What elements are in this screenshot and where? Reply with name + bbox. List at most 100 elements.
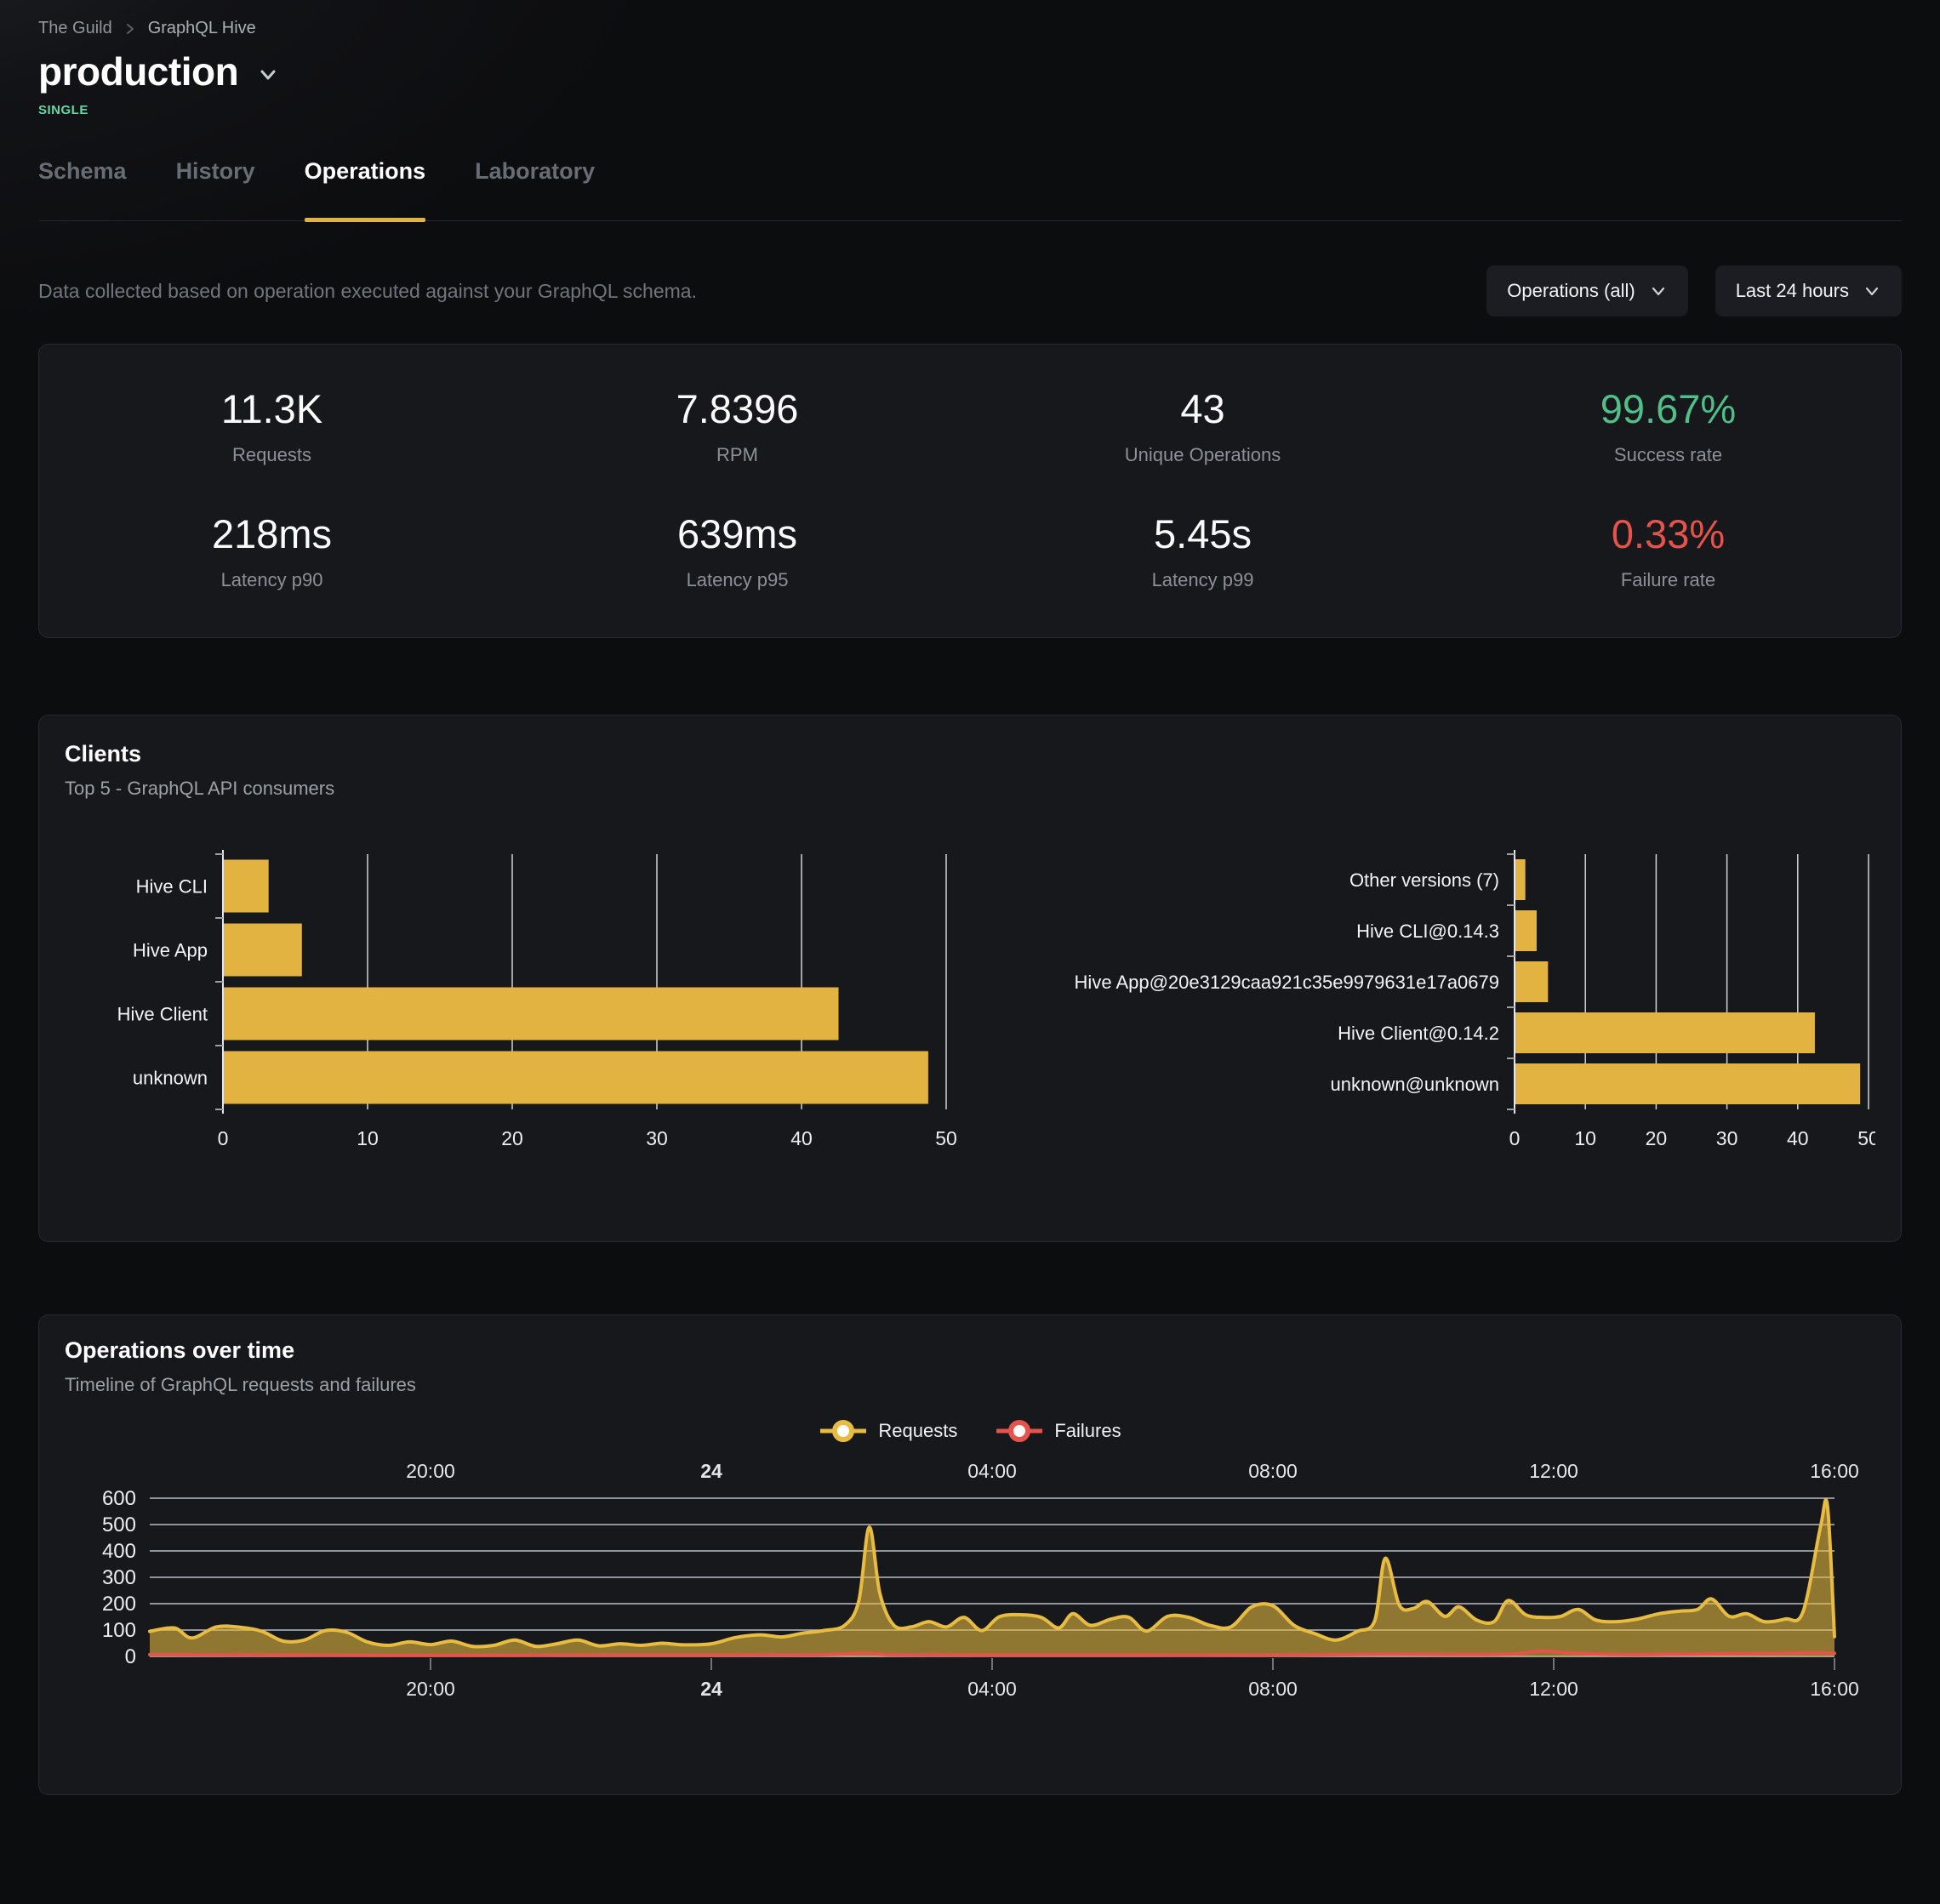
legend-label-requests: Requests	[878, 1420, 958, 1441]
stat-requests: 11.3K Requests	[39, 385, 505, 466]
failures-series-marker-icon	[996, 1420, 1043, 1442]
legend-label-failures: Failures	[1054, 1420, 1121, 1441]
x-tick-label-top: 12:00	[1529, 1460, 1578, 1482]
x-tick-label-bottom: 08:00	[1248, 1678, 1298, 1700]
breadcrumb-project[interactable]: GraphQL Hive	[147, 19, 256, 37]
stat-failure-rate: 0.33% Failure rate	[1435, 510, 1901, 591]
stat-requests-label: Requests	[232, 444, 311, 465]
x-tick-label-top: 24	[700, 1460, 722, 1482]
x-tick-label: 20	[1646, 1127, 1668, 1149]
chevron-right-icon	[124, 21, 136, 37]
legend-item-requests[interactable]: Requests	[819, 1418, 957, 1444]
page-title: production	[38, 49, 239, 94]
timeline-legend: Requests Failures	[65, 1418, 1875, 1444]
breadcrumb-organization[interactable]: The Guild	[38, 19, 112, 37]
bar	[1515, 859, 1526, 900]
bar	[1515, 1063, 1861, 1104]
failures-line	[148, 1649, 1836, 1657]
stat-unique-operations-value: 43	[1180, 386, 1225, 431]
target-tabs: Schema History Operations Laboratory	[38, 158, 1902, 222]
clients-panel-subtitle: Top 5 - GraphQL API consumers	[65, 778, 335, 799]
stat-rpm-value: 7.8396	[676, 386, 799, 431]
clients-panel: Clients Top 5 - GraphQL API consumers Hi…	[38, 715, 1902, 1242]
y-tick-label: 0	[125, 1645, 136, 1668]
stat-rpm-label: RPM	[716, 444, 758, 465]
tab-schema[interactable]: Schema	[38, 158, 127, 184]
category-label: Hive CLI	[136, 876, 208, 898]
stat-latency-p90-value: 218ms	[211, 511, 333, 556]
bar	[224, 1051, 928, 1104]
stat-latency-p90-label: Latency p90	[220, 569, 323, 590]
operations-over-time-area-chart: 0 100 200 300 400 500 600 20:00 20:00 24 24 04:00 04…	[102, 1460, 1859, 1700]
y-tick-label: 400	[102, 1540, 136, 1563]
y-tick-label: 600	[102, 1487, 136, 1510]
requests-area	[150, 1499, 1834, 1656]
target-selector-chevron-down-icon[interactable]	[257, 57, 279, 86]
page-header: The Guild GraphQL Hive production SINGLE…	[38, 0, 1902, 222]
stat-failure-rate-label: Failure rate	[1620, 569, 1716, 590]
bar	[224, 859, 269, 913]
x-tick-label: 20	[501, 1127, 523, 1149]
x-tick-label: 50	[935, 1127, 957, 1149]
legend-item-failures[interactable]: Failures	[995, 1418, 1121, 1444]
stat-latency-p99: 5.45s Latency p99	[970, 510, 1435, 591]
x-tick-label: 50	[1857, 1127, 1875, 1149]
filter-row: Data collected based on operation execut…	[38, 265, 1902, 316]
y-tick-label: 100	[102, 1619, 136, 1642]
stat-success-rate-label: Success rate	[1613, 444, 1723, 465]
breadcrumb: The Guild GraphQL Hive	[38, 0, 1902, 38]
tab-history[interactable]: History	[175, 158, 255, 184]
x-tick-label-top: 04:00	[967, 1460, 1017, 1482]
chevron-down-icon	[1865, 287, 1879, 296]
stat-failure-rate-value: 0.33%	[1611, 511, 1726, 556]
tab-laboratory[interactable]: Laboratory	[475, 158, 596, 184]
x-tick-label: 10	[357, 1127, 379, 1149]
stats-overview-panel: 11.3K Requests 7.8396 RPM 43 Unique Oper…	[38, 344, 1902, 638]
tab-operations[interactable]: Operations	[304, 158, 425, 222]
x-tick-label-bottom: 16:00	[1810, 1678, 1859, 1700]
clients-by-name-bar-chart: Hive CLI Hive App Hive Client unknown 0 10 20 3…	[117, 850, 957, 1149]
timeline-panel-subtitle: Timeline of GraphQL requests and failure…	[65, 1374, 416, 1395]
category-label: Hive Client	[117, 1004, 208, 1025]
y-tick-label: 300	[102, 1566, 136, 1589]
category-label: Other versions (7)	[1349, 869, 1499, 891]
bar	[224, 987, 839, 1040]
clients-panel-title: Clients	[65, 741, 142, 767]
stat-latency-p99-label: Latency p99	[1151, 569, 1254, 590]
stat-latency-p90: 218ms Latency p90	[39, 510, 505, 591]
stat-latency-p95: 639ms Latency p95	[505, 510, 970, 591]
x-tick-label: 40	[790, 1127, 813, 1149]
period-filter-dropdown[interactable]: Last 24 hours	[1715, 265, 1902, 316]
chevron-down-icon	[1652, 287, 1664, 296]
stat-success-rate: 99.67% Success rate	[1435, 385, 1901, 466]
collection-description: Data collected based on operation execut…	[38, 279, 697, 302]
x-tick-label-top: 20:00	[406, 1460, 455, 1482]
clients-by-version-bar-chart: Other versions (7) Hive CLI@0.14.3 Hive Ap…	[1075, 850, 1875, 1149]
bar	[1515, 910, 1537, 951]
x-tick-label: 0	[1509, 1127, 1521, 1149]
x-tick-label: 30	[646, 1127, 668, 1149]
x-tick-label: 10	[1574, 1127, 1596, 1149]
requests-series-marker-icon	[820, 1420, 867, 1442]
category-label: Hive CLI@0.14.3	[1356, 921, 1499, 942]
category-label: Hive Client@0.14.2	[1338, 1023, 1499, 1044]
y-tick-label: 200	[102, 1593, 136, 1616]
operations-filter-dropdown[interactable]: Operations (all)	[1486, 265, 1688, 316]
category-label: Hive App@20e3129caa921c35e9979631e17a067…	[1075, 972, 1499, 993]
x-tick-label-bottom: 04:00	[967, 1678, 1017, 1700]
target-type-badge: SINGLE	[38, 103, 88, 117]
x-tick-label-bottom: 12:00	[1529, 1678, 1578, 1700]
x-tick-label-bottom: 20:00	[406, 1678, 455, 1700]
requests-line	[148, 1497, 1836, 1649]
x-tick-label: 40	[1787, 1127, 1809, 1149]
bar	[224, 923, 302, 977]
category-label: Hive App	[133, 940, 208, 961]
stat-rpm: 7.8396 RPM	[505, 385, 970, 466]
x-tick-label: 0	[218, 1127, 229, 1149]
stat-latency-p95-label: Latency p95	[686, 569, 789, 590]
stat-latency-p99-value: 5.45s	[1154, 511, 1252, 556]
category-label: unknown@unknown	[1331, 1074, 1499, 1095]
operations-over-time-panel: Operations over time Timeline of GraphQL…	[38, 1314, 1902, 1795]
stat-success-rate-value: 99.67%	[1600, 386, 1737, 431]
period-filter-label: Last 24 hours	[1735, 280, 1849, 301]
